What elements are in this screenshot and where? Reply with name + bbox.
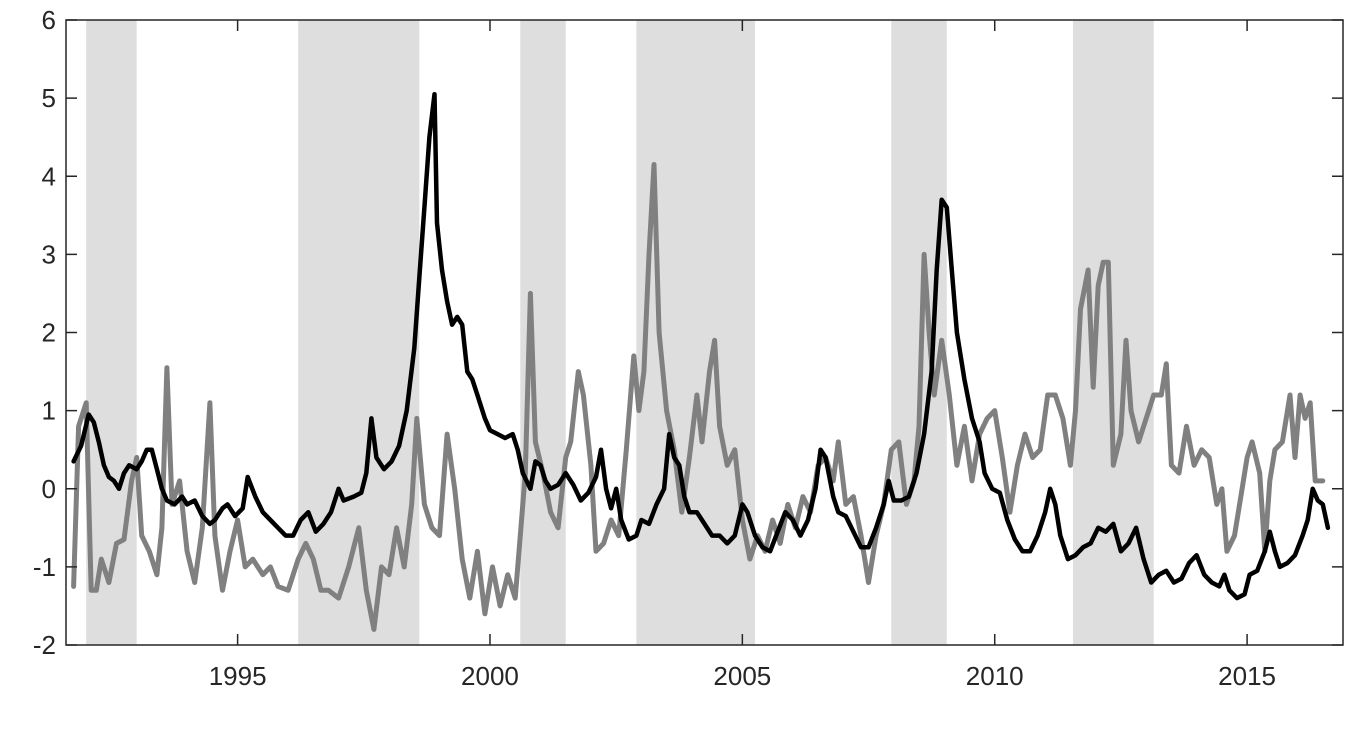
shaded-period <box>891 20 947 645</box>
x-tick-label: 2010 <box>966 661 1024 691</box>
y-tick-label: 0 <box>42 474 56 504</box>
y-tick-label: -2 <box>33 630 56 660</box>
y-tick-label: 1 <box>42 396 56 426</box>
y-tick-label: 3 <box>42 239 56 269</box>
axis-ticks <box>66 19 1343 646</box>
x-tick-label: 2000 <box>461 661 519 691</box>
x-tick-label: 2015 <box>1218 661 1276 691</box>
x-tick-label: 2005 <box>713 661 771 691</box>
y-tick-label: 5 <box>42 83 56 113</box>
shaded-period <box>86 20 137 645</box>
series-lines <box>71 91 1331 632</box>
series-line-black <box>71 91 1331 601</box>
series-line-gray <box>71 162 1326 632</box>
y-tick-label: 6 <box>42 5 56 35</box>
x-tick-label: 1995 <box>209 661 267 691</box>
y-tick-label: 4 <box>42 161 56 191</box>
tick-labels: 1995 2000 2005 2010 2015 -2 -1 0 1 2 3 4 5 6 <box>33 5 1276 691</box>
shaded-period <box>636 20 755 645</box>
shaded-periods <box>86 20 1154 645</box>
y-tick-label: -1 <box>33 552 56 582</box>
y-tick-label: 2 <box>42 318 56 348</box>
